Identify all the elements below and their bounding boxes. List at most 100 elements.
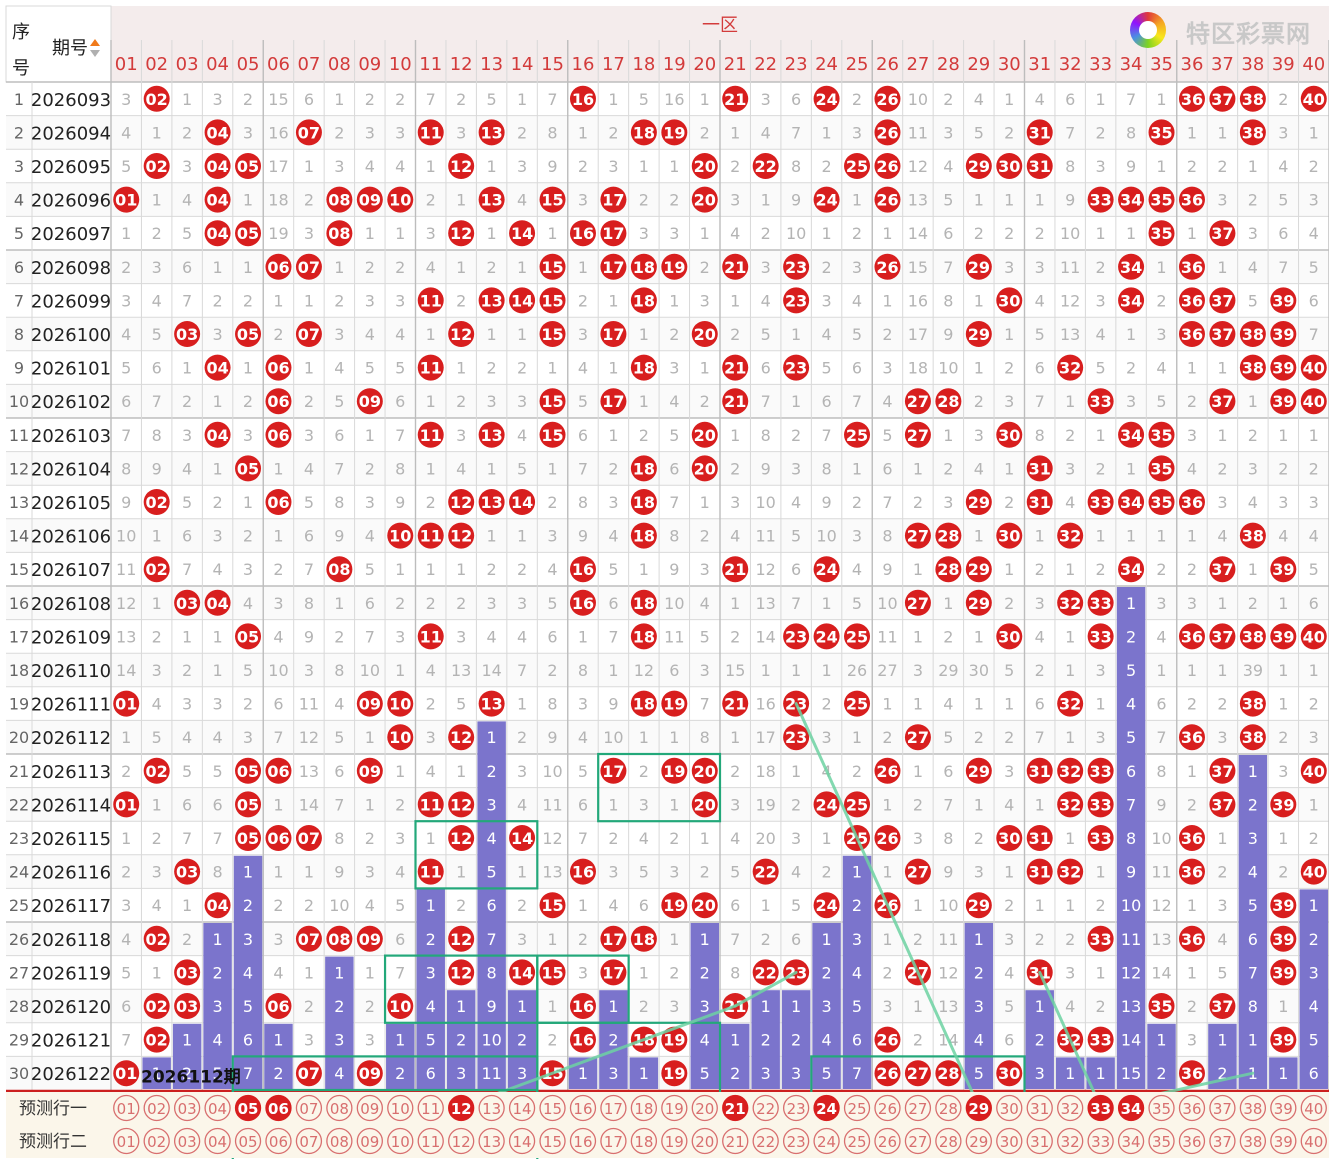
miss-count: 2 — [608, 829, 618, 848]
prediction-number: 23 — [787, 1133, 806, 1151]
seq-number: 13 — [9, 493, 29, 512]
drawn-ball-number: 30 — [998, 1064, 1020, 1083]
miss-count: 17 — [755, 728, 775, 747]
miss-count: 4 — [1035, 627, 1045, 646]
miss-count: 11 — [908, 123, 928, 142]
miss-count: 3 — [943, 123, 953, 142]
prediction-slot — [113, 1127, 140, 1155]
drawn-ball-number: 07 — [298, 258, 320, 277]
drawn-ball — [1057, 791, 1084, 818]
miss-count: 3 — [395, 123, 405, 142]
miss-streak-value: 4 — [1126, 695, 1136, 714]
miss-count: 4 — [608, 896, 618, 915]
drawn-ball — [1270, 354, 1297, 381]
drawn-ball — [265, 825, 292, 851]
drawn-ball-number: 27 — [907, 594, 929, 613]
drawn-ball-number: 34 — [1120, 191, 1142, 210]
drawn-ball-number: 16 — [572, 1031, 594, 1050]
miss-count: 2 — [243, 392, 253, 411]
prediction-slot — [1026, 1094, 1053, 1122]
miss-count: 2 — [1096, 258, 1106, 277]
miss-count: 1 — [1096, 426, 1106, 445]
drawn-ball-number: 37 — [1211, 997, 1233, 1016]
drawn-ball — [1118, 253, 1145, 280]
period-number: 2026111 — [31, 695, 111, 716]
drawn-ball — [691, 892, 718, 919]
miss-count: 3 — [852, 123, 862, 142]
drawn-ball — [904, 724, 931, 751]
miss-count: 1 — [608, 90, 618, 109]
drawn-ball-number: 21 — [724, 90, 746, 109]
drawn-ball-number: 02 — [146, 90, 168, 109]
miss-count: 1 — [974, 291, 984, 310]
miss-streak-value: 1 — [608, 997, 618, 1016]
drawn-ball — [478, 421, 505, 448]
miss-count: 2 — [426, 695, 436, 714]
prediction-number: 32 — [1061, 1100, 1080, 1118]
miss-count: 1 — [273, 527, 283, 546]
miss-streak-value: 2 — [395, 1064, 405, 1083]
miss-count: 1 — [212, 661, 222, 680]
miss-count: 6 — [121, 392, 131, 411]
drawn-ball-number: 03 — [176, 863, 198, 882]
miss-count: 1 — [1004, 863, 1014, 882]
drawn-ball — [1118, 489, 1145, 515]
miss-count: 1 — [1004, 90, 1014, 109]
drawn-ball-number: 11 — [420, 426, 442, 445]
miss-count: 2 — [821, 863, 831, 882]
period-number: 2026108 — [31, 594, 111, 615]
miss-count: 3 — [578, 191, 588, 210]
miss-streak-value: 1 — [1278, 1064, 1288, 1083]
miss-count: 3 — [821, 291, 831, 310]
drawn-ball — [417, 791, 444, 818]
miss-count: 6 — [943, 762, 953, 781]
miss-count: 1 — [1156, 527, 1166, 546]
miss-streak-value: 2 — [974, 963, 984, 982]
miss-count: 5 — [1217, 963, 1227, 982]
sort-arrows-icon[interactable] — [90, 39, 100, 57]
miss-count: 1 — [1156, 258, 1166, 277]
miss-count: 3 — [426, 728, 436, 747]
miss-count: 1 — [1187, 661, 1197, 680]
drawn-ball — [143, 153, 170, 179]
period-number: 2026104 — [31, 459, 111, 480]
drawn-ball-number: 08 — [328, 560, 350, 579]
column-header-40: 40 — [1302, 54, 1325, 75]
drawn-ball-number: 10 — [389, 527, 411, 546]
miss-count: 14 — [908, 224, 928, 243]
miss-count: 7 — [700, 695, 710, 714]
miss-count: 2 — [182, 123, 192, 142]
miss-count: 1 — [365, 963, 375, 982]
miss-count: 1 — [1217, 426, 1227, 445]
miss-count: 9 — [578, 527, 588, 546]
miss-count: 7 — [1035, 392, 1045, 411]
miss-count: 2 — [243, 90, 253, 109]
miss-count: 2 — [456, 594, 466, 613]
miss-count: 2 — [395, 90, 405, 109]
miss-count: 2 — [1248, 426, 1258, 445]
miss-count: 2 — [456, 291, 466, 310]
prediction-slot — [387, 1127, 414, 1155]
miss-count: 2 — [1309, 829, 1319, 848]
drawn-ball-number: 02 — [146, 762, 168, 781]
drawn-ball — [600, 186, 627, 213]
prediction-number: 31 — [1030, 1133, 1049, 1151]
miss-count: 10 — [1151, 829, 1171, 848]
drawn-ball — [448, 925, 475, 952]
drawn-ball-number: 21 — [724, 695, 746, 714]
drawn-ball — [1026, 825, 1053, 851]
drawn-ball — [904, 522, 931, 549]
drawn-ball-number: 19 — [663, 258, 685, 277]
miss-count: 3 — [365, 1031, 375, 1050]
drawn-ball — [1300, 85, 1327, 112]
miss-count: 5 — [1309, 560, 1319, 579]
prediction-slot — [326, 1094, 353, 1122]
miss-count: 2 — [1187, 560, 1197, 579]
miss-streak-value: 2 — [700, 963, 710, 982]
drawn-ball-number: 37 — [1211, 560, 1233, 579]
miss-count: 7 — [1278, 258, 1288, 277]
miss-count: 9 — [1065, 191, 1075, 210]
drawn-ball — [965, 321, 992, 347]
miss-count: 7 — [943, 795, 953, 814]
drawn-ball-number: 06 — [267, 426, 289, 445]
